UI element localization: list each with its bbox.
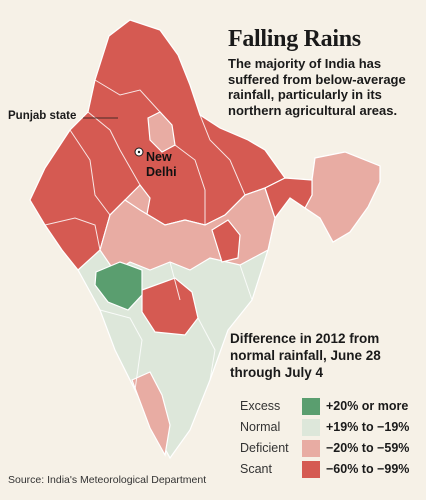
legend-swatch-excess	[302, 398, 320, 415]
legend-category: Excess	[240, 399, 281, 413]
legend-swatch-scant	[302, 461, 320, 478]
legend-item-deficient: Deficient −20% to −59%	[214, 440, 424, 458]
legend-swatch-normal	[302, 419, 320, 436]
legend-category: Scant	[240, 462, 272, 476]
deficient-region-northeast	[304, 151, 381, 243]
new-delhi-label-line2: Delhi	[146, 165, 177, 179]
excess-region	[94, 261, 143, 311]
legend-item-normal: Normal +19% to −19%	[214, 419, 424, 437]
legend-item-excess: Excess +20% or more	[214, 398, 424, 416]
punjab-label: Punjab state	[8, 110, 77, 122]
state-boundaries	[44, 79, 253, 391]
legend-item-scant: Scant −60% to −99%	[214, 461, 424, 479]
deficient-region-southwest	[131, 371, 171, 457]
chart-title: Falling Rains	[228, 26, 361, 52]
legend-category: Normal	[240, 420, 281, 434]
chart-subtitle: The majority of India has suffered from …	[228, 56, 406, 118]
legend-range: +20% or more	[326, 399, 409, 413]
source-note: Source: India's Meteorological Departmen…	[8, 474, 207, 486]
legend-range: −20% to −59%	[326, 441, 410, 455]
legend-range: +19% to −19%	[326, 420, 410, 434]
legend-range: −60% to −99%	[326, 462, 410, 476]
scant-region-east	[264, 177, 313, 220]
new-delhi-label: New Delhi	[146, 150, 177, 180]
scant-region-central-east	[211, 219, 241, 263]
legend-swatch-deficient	[302, 440, 320, 457]
legend-title: Difference in 2012 from normal rainfall,…	[230, 331, 381, 380]
legend-category: Deficient	[240, 441, 289, 455]
scant-region-deccan	[141, 277, 199, 336]
new-delhi-label-line1: New	[146, 150, 172, 164]
